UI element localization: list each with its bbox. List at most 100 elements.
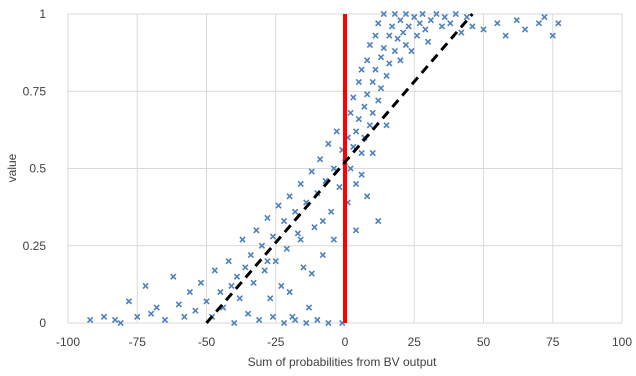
data-point	[267, 295, 274, 302]
data-point	[100, 313, 108, 320]
data-point	[394, 35, 401, 42]
data-point	[383, 72, 390, 79]
data-point	[111, 316, 119, 324]
data-point	[469, 23, 476, 30]
data-point	[181, 313, 188, 320]
data-point	[291, 208, 299, 215]
data-point	[355, 78, 363, 86]
data-point	[535, 20, 543, 27]
data-point	[366, 41, 374, 49]
x-axis-label: Sum of probabilities from BV output	[248, 355, 437, 369]
data-point	[269, 233, 277, 240]
data-point	[291, 316, 299, 324]
data-point	[541, 13, 548, 21]
data-point	[358, 171, 365, 178]
data-point	[408, 47, 415, 55]
data-point	[300, 264, 307, 271]
data-point	[294, 230, 302, 237]
data-point	[549, 32, 556, 39]
data-point	[375, 97, 382, 104]
y-tick-label: 0	[39, 316, 46, 330]
data-point	[264, 214, 271, 222]
data-point	[347, 109, 354, 117]
data-point	[272, 258, 279, 265]
data-point	[502, 32, 509, 39]
data-point	[264, 258, 271, 265]
data-point	[192, 307, 199, 314]
data-point	[391, 47, 399, 55]
data-point	[311, 224, 318, 231]
data-point	[375, 217, 382, 225]
data-point	[308, 168, 315, 175]
data-point	[261, 267, 268, 274]
data-point	[217, 288, 224, 296]
trend-line	[205, 13, 474, 324]
data-point	[350, 94, 357, 101]
y-axis-ticks: 0 0.25 0.5 0.75 1	[23, 7, 47, 330]
data-point	[203, 298, 210, 305]
y-tick-label: 0.5	[29, 162, 46, 176]
data-point	[325, 319, 332, 327]
data-point	[372, 66, 379, 73]
data-point	[305, 304, 313, 311]
data-point	[369, 78, 376, 86]
data-point	[283, 245, 290, 253]
data-point	[280, 319, 288, 327]
data-point	[352, 128, 360, 135]
data-point	[325, 140, 332, 147]
data-point	[280, 217, 288, 225]
data-point	[494, 20, 501, 27]
data-point	[134, 313, 141, 320]
data-point	[258, 242, 266, 249]
data-point	[228, 282, 235, 290]
data-point	[363, 193, 371, 200]
data-point	[125, 298, 133, 305]
data-point	[269, 313, 277, 320]
data-point	[297, 236, 304, 243]
data-point	[380, 10, 387, 18]
data-point	[411, 13, 418, 21]
data-point	[422, 26, 429, 33]
data-point	[86, 316, 94, 324]
data-point	[239, 236, 246, 243]
data-point	[424, 38, 432, 45]
data-point	[303, 319, 310, 327]
data-point	[433, 10, 440, 18]
data-point	[369, 109, 376, 117]
data-point	[319, 251, 327, 259]
y-axis-label: value	[5, 153, 19, 182]
data-point	[153, 304, 160, 311]
data-point	[452, 10, 459, 18]
data-point	[377, 54, 385, 61]
data-point	[236, 295, 243, 302]
data-point	[413, 32, 421, 39]
x-tick-label: -50	[198, 335, 216, 349]
data-point	[380, 44, 387, 52]
data-point	[278, 282, 285, 290]
data-point	[250, 279, 257, 286]
data-point	[161, 316, 169, 324]
data-point	[330, 165, 338, 172]
x-tick-label: 100	[612, 335, 632, 349]
data-point	[513, 17, 520, 24]
data-point	[441, 13, 448, 21]
data-point	[333, 128, 340, 135]
x-tick-label: -25	[267, 335, 285, 349]
data-point	[375, 20, 382, 27]
data-point	[255, 316, 263, 324]
data-point	[358, 66, 365, 73]
data-point	[336, 183, 343, 191]
data-point	[297, 180, 304, 188]
data-point	[225, 258, 232, 265]
data-point	[386, 32, 393, 39]
data-point	[170, 273, 177, 280]
data-point	[372, 32, 379, 39]
data-point	[555, 20, 562, 27]
data-point	[397, 57, 404, 64]
data-point	[314, 316, 321, 324]
x-tick-label: 0	[342, 335, 349, 349]
data-point	[327, 208, 335, 215]
data-point	[458, 29, 465, 36]
data-point	[142, 282, 149, 290]
